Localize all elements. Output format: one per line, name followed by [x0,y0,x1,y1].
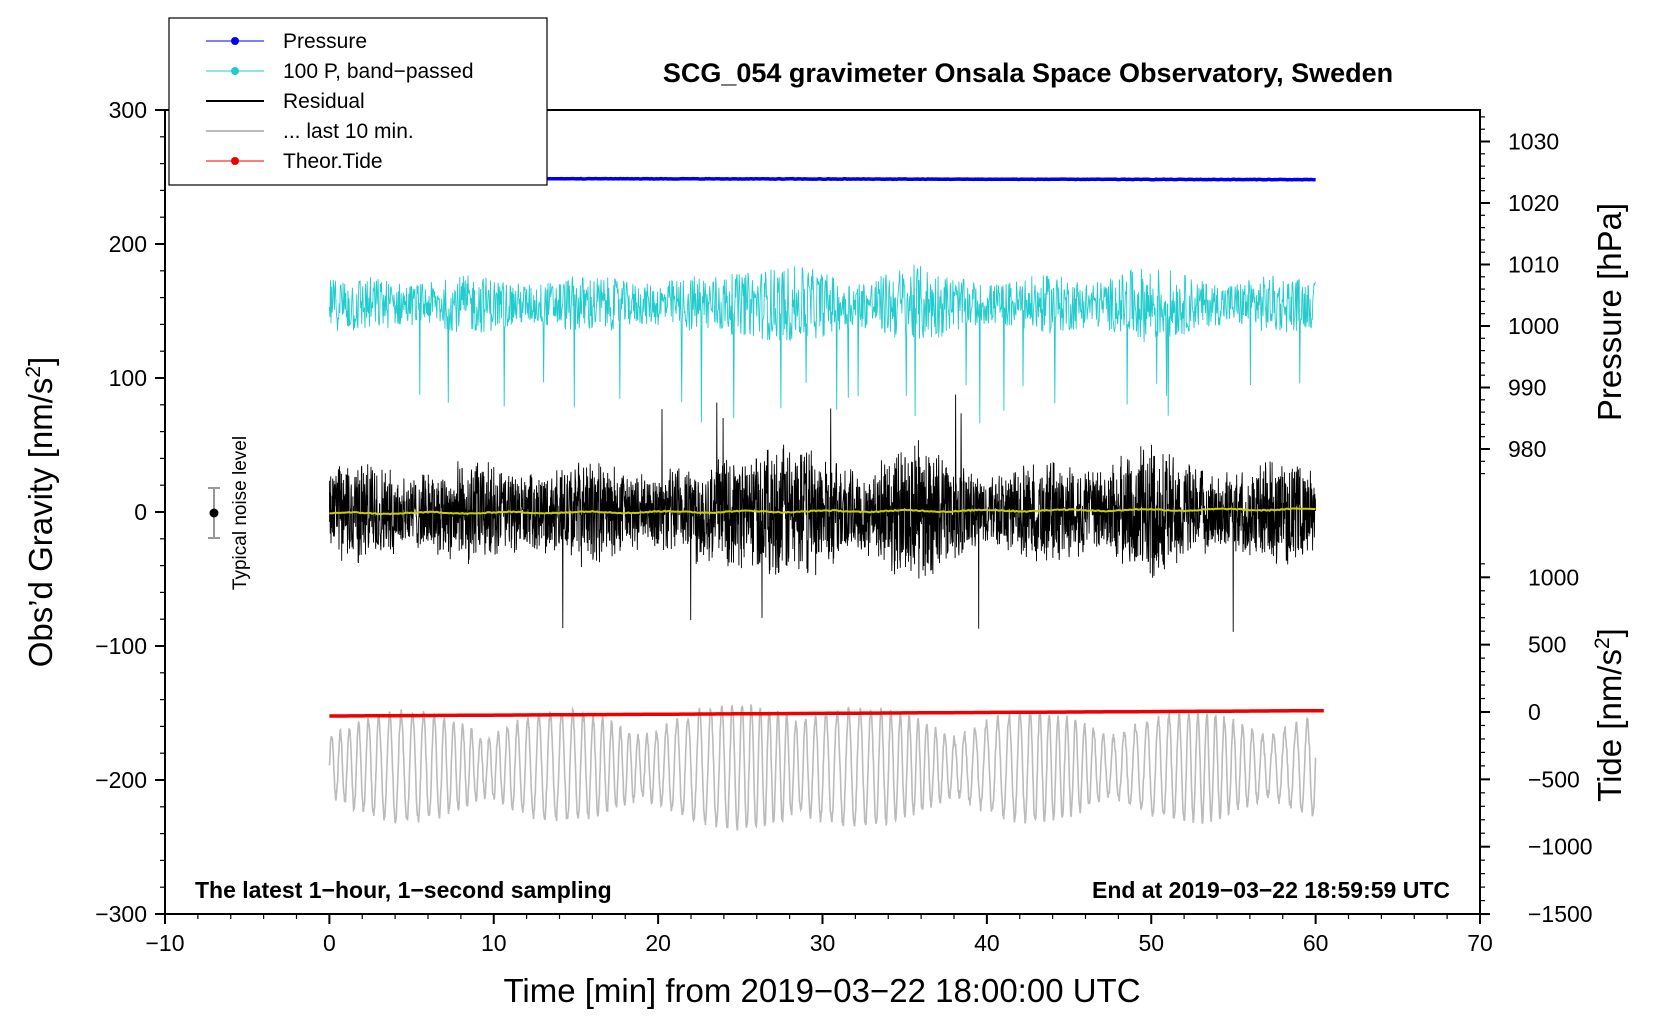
tide-axis-label-main: Tide [nm/s [1591,649,1628,802]
legend: Pressure 100 P, band−passed Residual ...… [168,17,548,186]
legend-item-theor-tide: Theor.Tide [206,150,383,173]
legend-label-last-10-min: ... last 10 min. [283,120,414,143]
legend-label-pressure: Pressure [283,30,367,53]
x-tick-label: 0 [323,930,336,956]
gravity-axis-label-end: ] [22,357,59,366]
pressure-axis-label: Pressure [hPa] [1591,203,1628,421]
pressure-tick-label: 1030 [1508,129,1559,155]
pressure-tick-label: 990 [1508,375,1546,401]
legend-marker-theor-tide [231,157,239,165]
x-tick-label: 10 [481,930,507,956]
legend-marker-band-passed [231,67,239,75]
pressure-tick-label: 1020 [1508,190,1559,216]
tide-tick-label: −1000 [1528,834,1593,860]
noise-dot [209,508,219,518]
tide-axis-ticks: −1500 −1000 −500 0 500 1000 [1480,563,1593,927]
gravity-tick-label: −300 [95,901,147,927]
gravity-tick-label: −200 [95,767,147,793]
tide-tick-label: −500 [1528,766,1580,792]
gravity-axis-ticks: −300 −200 −100 0 100 200 300 [95,97,165,927]
legend-item-residual: Residual [206,90,365,113]
series-band-passed-pressure [328,264,1317,424]
gravity-axis-label-sup: 2 [22,366,45,378]
noise-label: Typical noise level [230,436,251,590]
tide-axis-label: Tide [nm/s2] [1591,628,1628,802]
noise-indicator: Typical noise level [208,436,251,590]
x-tick-label: 70 [1467,930,1493,956]
pressure-tick-label: 1000 [1508,313,1559,339]
gravity-tick-label: 100 [109,365,147,391]
x-axis-label: Time [min] from 2019−03−22 18:00:00 UTC [503,972,1140,1009]
x-tick-label: 40 [974,930,1000,956]
gravity-tick-label: 200 [109,231,147,257]
gravity-axis-label-main: Obs’d Gravity [nm/s [22,378,59,668]
tide-tick-label: 0 [1528,699,1541,725]
chart-title: SCG_054 gravimeter Onsala Space Observat… [663,58,1393,88]
tide-axis-label-end: ] [1591,628,1628,637]
series-theor-tide [329,708,1324,718]
gravity-tick-label: 0 [134,499,147,525]
tide-tick-label: 1000 [1528,564,1579,590]
annotation-end-time: End at 2019−03−22 18:59:59 UTC [1092,877,1450,903]
legend-item-last-10-min: ... last 10 min. [206,120,414,143]
tide-tick-label: 500 [1528,632,1566,658]
gravity-tick-label: −100 [95,633,147,659]
legend-label-band-passed: 100 P, band−passed [283,60,474,83]
series-last-10-min [328,704,1317,831]
legend-label-residual: Residual [283,90,365,113]
series-layer [328,176,1324,831]
x-tick-label: −10 [145,930,184,956]
series-residual [328,394,1317,632]
pressure-tick-label: 1010 [1508,252,1559,278]
pressure-tick-label: 980 [1508,436,1546,462]
gravity-tick-label: 300 [109,97,147,123]
pressure-axis-ticks: 980 990 1000 1010 1020 1030 [1480,116,1559,475]
annotation-sampling: The latest 1−hour, 1−second sampling [195,877,612,903]
legend-item-pressure: Pressure [206,30,367,53]
tide-axis-label-sup: 2 [1591,637,1614,649]
x-tick-label: 20 [645,930,671,956]
x-tick-label: 30 [810,930,836,956]
legend-label-theor-tide: Theor.Tide [283,150,383,173]
tide-tick-label: −1500 [1528,901,1593,927]
legend-marker-pressure [231,37,239,45]
x-tick-label: 60 [1303,930,1329,956]
x-tick-label: 50 [1138,930,1164,956]
x-axis-ticks: −10 0 10 20 30 40 50 60 70 [145,914,1493,956]
series-residual-smoothed [329,507,1316,516]
gravity-axis-label: Obs’d Gravity [nm/s2] [22,357,59,668]
legend-item-band-passed: 100 P, band−passed [206,60,474,83]
